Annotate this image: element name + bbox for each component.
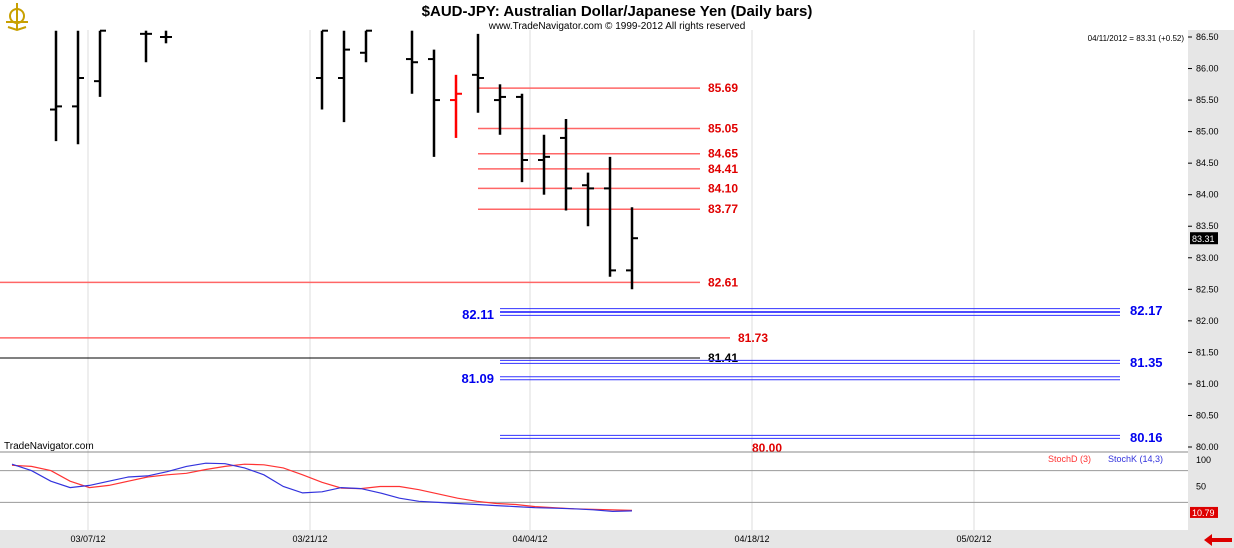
stoch-last-value-box (1190, 506, 1218, 518)
stoch-series-line (11, 462, 633, 513)
red-level-label: 84.41 (708, 162, 738, 176)
red-level-label: 81.73 (738, 331, 768, 345)
y-tick-label: 85.00 (1196, 127, 1219, 137)
x-tick-label: 03/07/12 (70, 534, 105, 544)
x-tick-label: 05/02/12 (956, 534, 991, 544)
y-tick-label: 81.00 (1196, 379, 1219, 389)
x-tick-label: 04/18/12 (734, 534, 769, 544)
y-tick-label: 84.00 (1196, 190, 1219, 200)
blue-level-label: 82.17 (1130, 303, 1163, 318)
blue-level-label: 81.35 (1130, 355, 1163, 370)
quote-readout: 04/11/2012 = 83.31 (+0.52) (1088, 34, 1185, 43)
stoch-y-tick-label: 100 (1196, 455, 1211, 465)
blue-level-label: 82.11 (462, 307, 494, 322)
x-tick-label: 03/21/12 (292, 534, 327, 544)
scroll-left-arrow-icon[interactable] (1204, 534, 1232, 546)
stoch-last-value-label: 10.79 (1192, 508, 1215, 518)
y-tick-label: 83.00 (1196, 253, 1219, 263)
y-tick-label: 82.00 (1196, 316, 1219, 326)
red-level-label: 85.69 (708, 81, 738, 95)
header-background (0, 0, 1234, 30)
red-level-label: 84.65 (708, 147, 738, 161)
partial-level-label: 80.00 (752, 441, 782, 455)
price-axis-background (1188, 30, 1234, 530)
x-tick-label: 04/04/12 (512, 534, 547, 544)
red-level-label: 85.05 (708, 121, 738, 135)
time-axis-background (0, 530, 1234, 548)
y-tick-label: 86.50 (1196, 32, 1219, 42)
y-tick-label: 84.50 (1196, 158, 1219, 168)
trade-navigator-logo-icon (6, 3, 28, 32)
stoch-y-tick-label: 50 (1196, 482, 1206, 492)
stoch-legend-d: StochD (3) (1048, 454, 1091, 464)
copyright-text: www.TradeNavigator.com © 1999-2012 All r… (488, 21, 746, 32)
y-tick-label: 81.50 (1196, 347, 1219, 357)
watermark-text: TradeNavigator.com (4, 441, 94, 452)
blue-level-label: 81.09 (461, 371, 494, 386)
y-tick-label: 86.00 (1196, 64, 1219, 74)
black-level-label: 81.41 (708, 351, 738, 365)
y-tick-label: 85.50 (1196, 95, 1219, 105)
blue-level-label: 80.16 (1130, 430, 1163, 445)
y-tick-label: 80.50 (1196, 410, 1219, 420)
stoch-series-line (11, 463, 633, 511)
red-level-label: 82.61 (708, 275, 738, 289)
y-tick-label: 80.00 (1196, 442, 1219, 452)
stoch-legend-k: StochK (14,3) (1108, 454, 1163, 464)
y-tick-label: 82.50 (1196, 284, 1219, 294)
last-price-box (1190, 232, 1218, 245)
last-price-label: 83.31 (1192, 234, 1215, 244)
red-level-label: 83.77 (708, 202, 738, 216)
red-level-label: 84.10 (708, 181, 738, 195)
chart-title: $AUD-JPY: Australian Dollar/Japanese Yen… (422, 3, 813, 20)
y-tick-label: 83.50 (1196, 221, 1219, 231)
